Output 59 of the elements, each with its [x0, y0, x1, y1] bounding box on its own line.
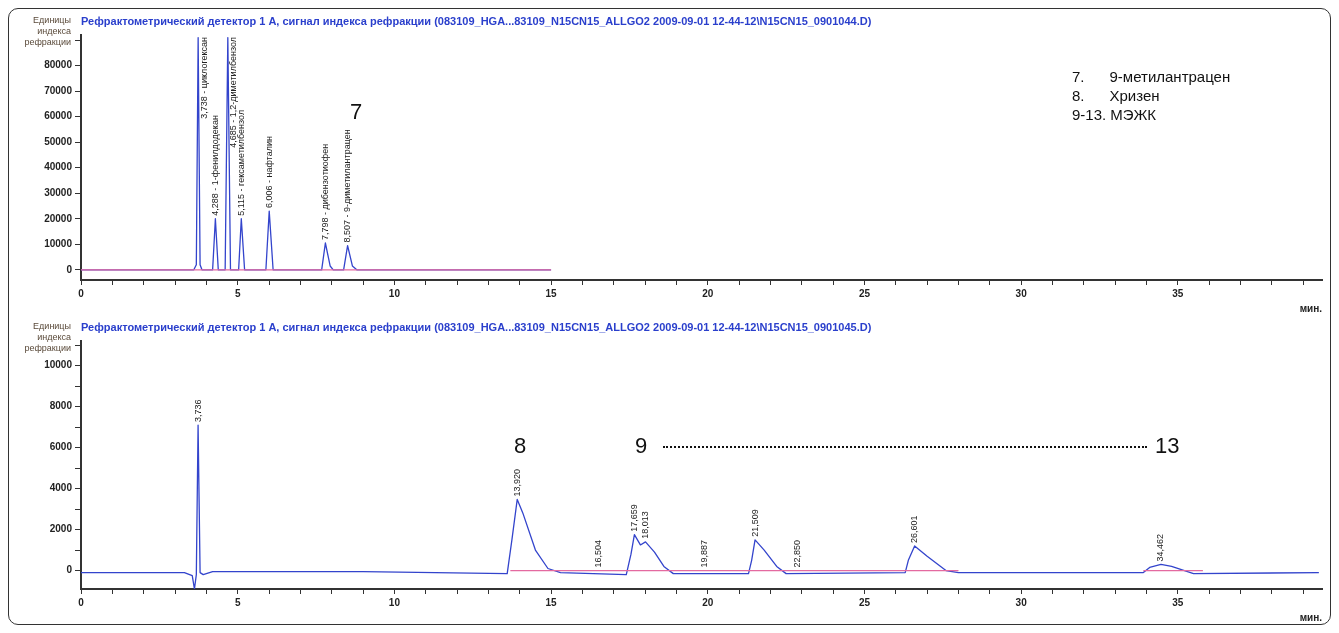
y-tick-label: 4000: [49, 482, 73, 494]
annotation: 4,288 - 1-фенилдодекан: [209, 115, 220, 216]
x-tick-label: 30: [1015, 596, 1028, 608]
y-tick-label: 30000: [44, 186, 73, 198]
annotation: 13,920: [511, 468, 522, 497]
x-tick-label: 0: [78, 287, 85, 299]
y-tick-label: 60000: [44, 110, 73, 122]
annotation: 9: [635, 433, 648, 459]
annotation: 16,504: [592, 540, 603, 568]
y-tick-label: 0: [66, 263, 73, 275]
y-tick-label: 80000: [44, 59, 73, 71]
annotation: 7,798 - дибензотиофен: [319, 143, 330, 240]
x-tick-label: 35: [1172, 287, 1184, 299]
x-tick-label: 20: [702, 287, 714, 299]
annotation: 8,507 - 9-диметилантрацен: [342, 129, 353, 243]
annotation: 21,509: [749, 509, 760, 537]
annotation: 8. Хризен: [1072, 86, 1161, 105]
y-tick-label: 8000: [49, 400, 73, 412]
annotation: 7. 9-метилантрацен: [1072, 67, 1232, 86]
annotation: 19,887: [698, 540, 709, 568]
y-tick-label: 6000: [49, 441, 73, 453]
x-tick-label: 10: [388, 287, 401, 299]
x-axis-title: мин.: [1299, 302, 1323, 314]
annotation: 3,738 - циклогексан: [198, 36, 209, 119]
x-tick-label: 35: [1172, 596, 1184, 608]
y-tick-label: 0: [66, 564, 73, 576]
annotation: 17,659: [628, 504, 639, 532]
annotation: 13: [1155, 433, 1180, 459]
y-tick-label: 10000: [44, 238, 73, 250]
annotation: 3,736: [192, 399, 203, 423]
annotation: 6,006 - нафталин: [263, 136, 274, 209]
y-tick-label: 50000: [44, 135, 73, 147]
x-axis-title: мин.: [1299, 611, 1323, 623]
x-tick-label: 5: [234, 287, 241, 299]
y-axis-title: Единицы индекса рефракции: [23, 15, 71, 48]
annotation: 7: [350, 99, 363, 125]
x-tick-label: 15: [545, 287, 558, 299]
annotation: 26,601: [909, 515, 920, 543]
x-tick-label: 5: [234, 596, 241, 608]
y-tick-label: 40000: [44, 161, 73, 173]
y-tick-label: 70000: [44, 84, 73, 96]
y-tick-label: 2000: [49, 523, 73, 535]
annotation: 22,850: [791, 540, 802, 568]
annotation: 9-13. МЭЖК: [1072, 105, 1158, 124]
y-tick-label: 20000: [44, 212, 73, 224]
x-tick-label: 20: [702, 596, 714, 608]
x-tick-label: 15: [545, 596, 558, 608]
x-tick-label: 25: [858, 287, 871, 299]
annotation: 34,462: [1155, 533, 1166, 562]
y-tick-label: 10000: [44, 359, 73, 371]
x-tick-label: 10: [388, 596, 401, 608]
y-axis-title: Единицы индекса рефракции: [23, 321, 71, 354]
chart-title: Рефрактометрический детектор 1 A, сигнал индекса рефракции (083109_HGA...83109_N15CN15_ALLGO2 2009-09-01 12-44-12\N15CN15_0901045.D): [81, 321, 872, 333]
x-tick-label: 0: [78, 596, 85, 608]
x-tick-label: 25: [858, 596, 871, 608]
annotation: 8: [514, 433, 527, 459]
annotation: 18,013: [639, 511, 650, 539]
x-tick-label: 30: [1015, 287, 1028, 299]
chart-title: Рефрактометрический детектор 1 A, сигнал индекса рефракции (083109_HGA...83109_N15CN15_ALLGO2 2009-09-01 12-44-12\N15CN15_0901044.D): [81, 15, 872, 27]
